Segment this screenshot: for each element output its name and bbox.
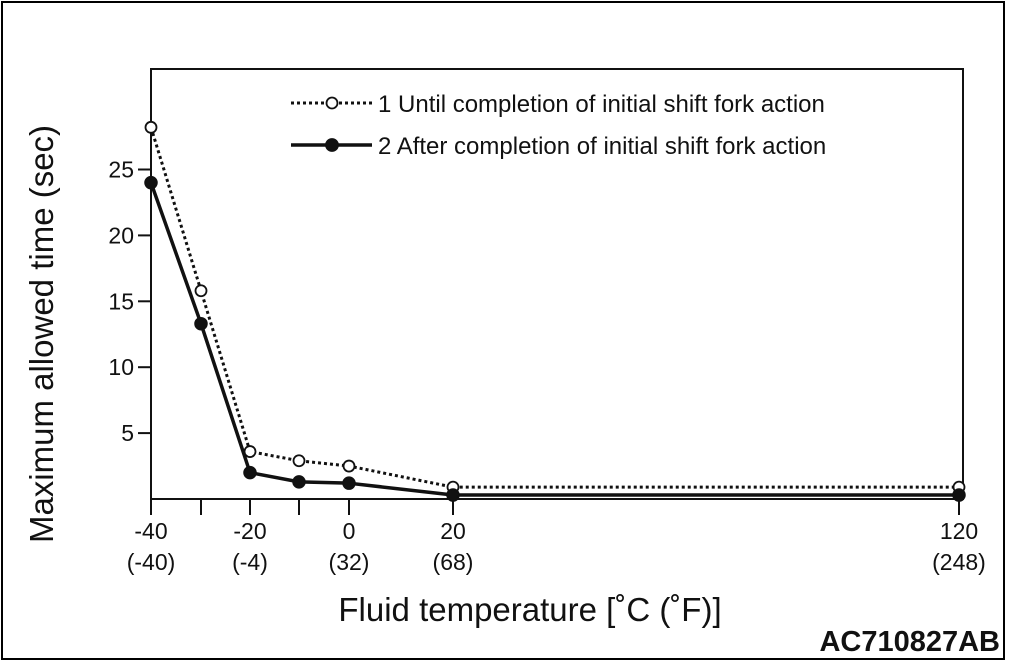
figure-code: AC710827AB (819, 626, 1000, 658)
y-tick-label: 20 (108, 222, 134, 248)
y-axis-title: Maximum allowed time (sec) (23, 125, 60, 543)
series-2-point (952, 488, 966, 502)
ticks-layer: 5 10 15 20 25 -40 (-40) -20 (-4) 0 (32) 20 (68) 120 (2… (108, 157, 985, 576)
legend-series-1-marker (325, 96, 339, 110)
x-tick-label-fahrenheit: (248) (932, 549, 986, 575)
series-2-point (243, 465, 257, 480)
plot-area (150, 68, 964, 500)
y-tick-label: 25 (108, 157, 134, 183)
legend-series-1-label: 1 Until completion of initial shift fork… (378, 91, 825, 118)
x-tick-label-celsius: 0 (343, 518, 356, 544)
x-tick-label-celsius: 20 (440, 518, 466, 544)
legend-series-2-label: 2 After completion of initial shift fork… (378, 133, 826, 160)
y-tick-label: 5 (121, 420, 134, 446)
y-tick-label: 10 (108, 354, 134, 380)
x-tick-label-celsius: -40 (134, 518, 167, 544)
y-tick-label: 15 (108, 288, 134, 314)
series-1-point (342, 459, 356, 473)
x-tick-label-fahrenheit: (32) (329, 549, 370, 575)
series-layer (144, 120, 966, 502)
legend: 1 Until completion of initial shift fork… (291, 91, 826, 160)
x-tick-label-fahrenheit: (-40) (127, 549, 176, 575)
x-tick-label-fahrenheit: (68) (433, 549, 474, 575)
series-2-point (144, 175, 158, 190)
x-tick-label-celsius: 120 (940, 518, 978, 544)
x-tick-label-fahrenheit: (-4) (232, 549, 268, 575)
x-tick-label-celsius: -20 (233, 518, 266, 544)
series-2-point (292, 475, 306, 489)
series-2-line (149, 182, 959, 497)
series-1-point (194, 284, 208, 298)
series-2-point (194, 316, 208, 331)
series-1-line (149, 126, 959, 489)
series-1-point (292, 454, 306, 468)
series-1-point (144, 120, 158, 134)
legend-series-2-marker (325, 138, 339, 152)
series-2-point (342, 476, 356, 490)
series-2-point (446, 488, 460, 502)
x-axis-title: Fluid temperature [˚C (˚F)] (338, 591, 721, 628)
